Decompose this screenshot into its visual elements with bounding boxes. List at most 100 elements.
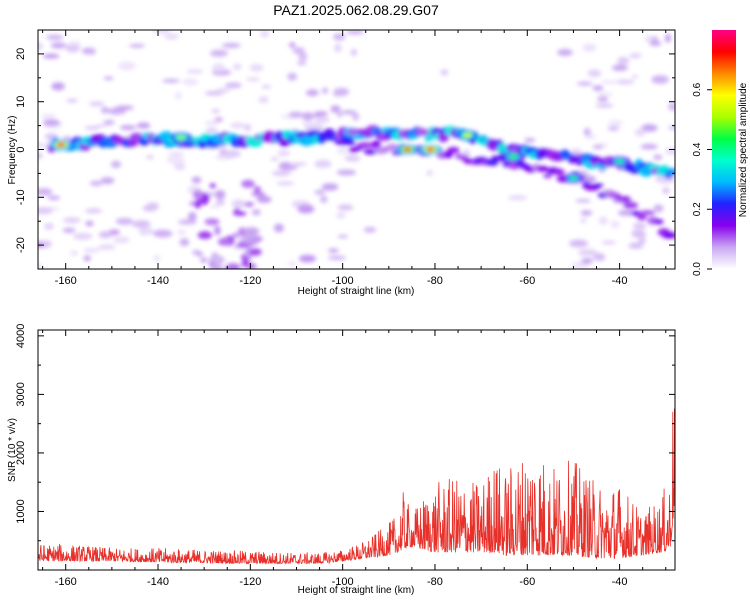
- heatmap-cell: [619, 196, 632, 202]
- heatmap-cell: [664, 33, 672, 43]
- heatmap-cell: [204, 120, 219, 126]
- heatmap-cell: [557, 48, 573, 57]
- heatmap-cell: [261, 85, 272, 89]
- heatmap-cell: [83, 248, 101, 253]
- heatmap-cell: [221, 43, 241, 48]
- heatmap-cell: [167, 152, 185, 156]
- heatmap-cell: [524, 138, 536, 143]
- heatmap-cell: [103, 76, 114, 81]
- heatmap-cell: [248, 248, 262, 256]
- heatmap-cell: [243, 227, 260, 236]
- heatmap-cell: [217, 237, 233, 246]
- heatmap-cell: [205, 128, 218, 133]
- heatmap-cell: [120, 125, 137, 130]
- heatmap-cell: [587, 69, 602, 78]
- heatmap-cell: [593, 253, 606, 261]
- heatmap-cell: [251, 209, 261, 216]
- heatmap-cell: [194, 200, 201, 209]
- heatmap-cell: [40, 113, 56, 119]
- colorbar-tick-label: 0.6: [692, 82, 703, 96]
- heatmap-cell: [543, 173, 553, 179]
- heatmap-cell: [89, 180, 103, 187]
- heatmap-cell: [615, 159, 624, 164]
- heatmap-cell: [580, 258, 594, 264]
- heatmap-cell: [617, 56, 630, 65]
- heatmap-cell: [631, 230, 647, 238]
- heatmap-cell: [575, 199, 591, 203]
- heatmap-cell: [247, 138, 263, 148]
- heatmap-cell: [330, 105, 341, 113]
- heatmap-cell: [209, 255, 225, 265]
- heatmap-cell: [214, 189, 226, 200]
- heatmap-cell: [249, 63, 264, 72]
- heatmap-cell: [153, 229, 173, 238]
- heatmap-cell: [162, 79, 181, 83]
- heatmap-cell: [244, 202, 254, 207]
- heatmap-cell: [115, 105, 135, 111]
- heatmap-cell: [287, 72, 298, 81]
- heatmap-cell: [595, 104, 614, 108]
- x-tick-label: -40: [612, 576, 628, 588]
- heatmap-cell: [437, 131, 449, 143]
- spectrogram-y-ticks: -20 -10 0 10 20: [15, 29, 675, 270]
- x-tick-label: -80: [427, 576, 443, 588]
- heatmap-cell: [341, 110, 357, 115]
- x-tick-label: -140: [147, 576, 169, 588]
- colorbar-tick-label: 0.4: [692, 142, 703, 156]
- heatmap-cell: [210, 264, 223, 269]
- heatmap-cell: [426, 170, 434, 176]
- y-tick-label: 1000: [15, 499, 27, 523]
- heatmap-cell: [617, 209, 635, 216]
- figure-title: PAZ1.2025.062.08.29.G07: [273, 2, 439, 18]
- heatmap-cell: [288, 261, 297, 266]
- heatmap-cell: [623, 201, 639, 209]
- heatmap-cell: [210, 204, 219, 209]
- heatmap-cell: [50, 42, 67, 49]
- heatmap-cell: [276, 181, 295, 186]
- heatmap-cell: [634, 128, 646, 137]
- heatmap-cell: [244, 239, 259, 246]
- heatmap-cell: [214, 225, 221, 236]
- heatmap-cell: [128, 44, 146, 48]
- heatmap-cell: [270, 157, 279, 161]
- x-tick-label: -140: [147, 275, 169, 287]
- heatmap-cell: [38, 152, 43, 159]
- heatmap-cell: [211, 109, 220, 113]
- spectrogram-heatmap: [38, 30, 675, 269]
- heatmap-cell: [241, 179, 255, 188]
- heatmap-cell: [653, 204, 664, 213]
- heatmap-cell: [350, 48, 358, 56]
- heatmap-cell: [212, 62, 226, 72]
- spectrogram-x-axis-label: Height of straight line (km): [298, 286, 415, 297]
- heatmap-cell: [580, 210, 593, 216]
- heatmap-cell: [210, 49, 228, 57]
- heatmap-cell: [42, 119, 60, 126]
- heatmap-cell: [62, 227, 76, 233]
- heatmap-cell: [639, 210, 656, 216]
- heatmap-cell: [640, 143, 658, 150]
- heatmap-cell: [568, 239, 589, 248]
- heatmap-cell: [591, 183, 604, 188]
- heatmap-cell: [336, 169, 357, 176]
- y-tick-label: -20: [15, 237, 27, 253]
- x-tick-label: -120: [239, 576, 261, 588]
- heatmap-cell: [152, 30, 170, 34]
- heatmap-cell: [607, 119, 623, 127]
- heatmap-cell: [615, 79, 635, 85]
- heatmap-cell: [447, 147, 460, 154]
- heatmap-cell: [653, 219, 664, 225]
- colorbar-tick-label: 0.0: [692, 262, 703, 276]
- heatmap-cell: [244, 124, 252, 131]
- heatmap-cell: [186, 69, 204, 74]
- heatmap-cell: [327, 255, 347, 261]
- spectrogram-x-ticks: -160 -140 -120 -100 -80 -60 -40: [42, 30, 667, 287]
- heatmap-cell: [174, 162, 186, 171]
- heatmap-cell: [166, 155, 185, 165]
- heatmap-cell: [363, 226, 377, 233]
- heatmap-cell: [85, 220, 94, 227]
- heatmap-cell: [320, 195, 328, 203]
- heatmap-cell: [607, 126, 620, 131]
- x-tick-label: -80: [427, 275, 443, 287]
